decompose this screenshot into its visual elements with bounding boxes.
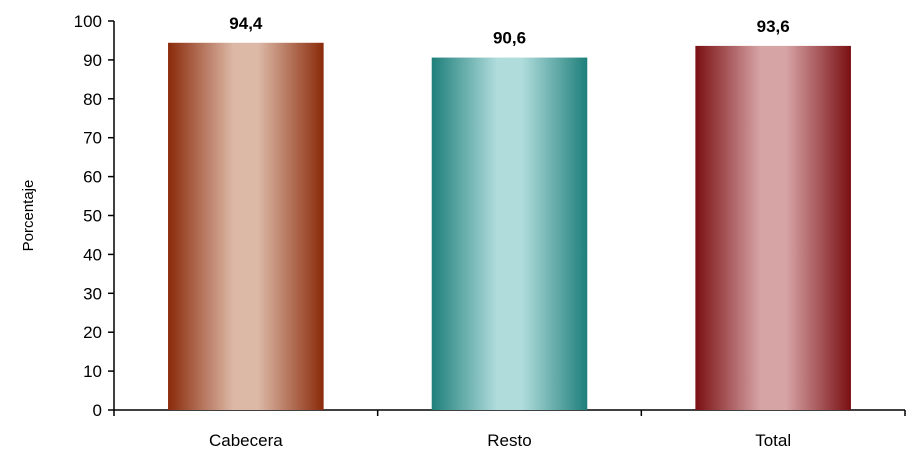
y-axis: 0 10 20 30 40 50 60 70 80 90 100 <box>74 12 115 420</box>
y-tick-label: 40 <box>83 245 102 264</box>
bar-resto <box>431 57 588 410</box>
x-tick-label-cabecera: Cabecera <box>209 431 283 450</box>
y-tick-label: 70 <box>83 129 102 148</box>
y-tick-label: 100 <box>74 12 102 31</box>
y-tick-label: 50 <box>83 207 102 226</box>
data-label-total: 93,6 <box>757 17 790 36</box>
data-label-cabecera: 94,4 <box>229 14 263 33</box>
x-tick-label-resto: Resto <box>487 431 531 450</box>
y-tick-label: 90 <box>83 51 102 70</box>
x-axis: Cabecera Resto Total <box>113 409 906 450</box>
y-tick-label: 80 <box>83 90 102 109</box>
y-axis-title: Porcentaje <box>20 180 37 252</box>
y-tick-label: 10 <box>83 362 102 381</box>
bar-cabecera <box>168 42 324 411</box>
bars <box>168 42 851 411</box>
x-tick-label-total: Total <box>755 431 791 450</box>
y-tick-label: 30 <box>83 284 102 303</box>
y-tick-label: 0 <box>93 401 102 420</box>
bar-total <box>695 45 851 411</box>
data-labels: 94,4 90,6 93,6 <box>229 14 789 48</box>
y-tick-label: 20 <box>83 323 102 342</box>
y-tick-label: 60 <box>83 168 102 187</box>
data-label-resto: 90,6 <box>493 29 526 48</box>
